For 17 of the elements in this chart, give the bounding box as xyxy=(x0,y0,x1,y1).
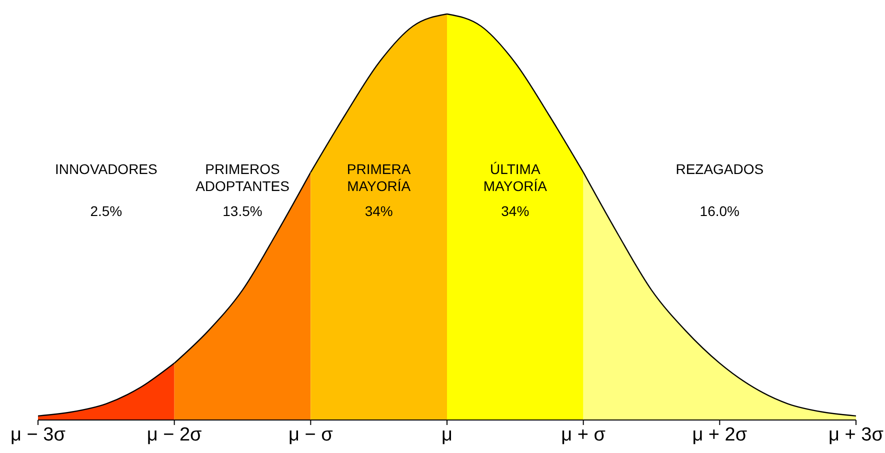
annotation: 13.5% xyxy=(222,203,264,220)
x-tick-label: μ − 2σ xyxy=(146,424,202,446)
annotation: 34% xyxy=(500,203,530,220)
x-tick-label: μ + 2σ xyxy=(692,424,748,446)
annotation: PRIMERA MAYORÍA xyxy=(346,161,412,195)
annotation: 16.0% xyxy=(698,203,740,220)
annotation: 2.5% xyxy=(89,203,124,220)
annotation: 34% xyxy=(364,203,394,220)
annotation: PRIMEROS ADOPTANTES xyxy=(194,161,290,195)
x-tick-label: μ + 3σ xyxy=(828,424,884,446)
x-tick-label: μ + σ xyxy=(561,424,606,446)
x-tick-label: μ xyxy=(442,424,452,446)
annotation: ÚLTIMA MAYORÍA xyxy=(482,161,548,195)
annotation: INNOVADORES xyxy=(54,161,158,178)
annotation: REZAGADOS xyxy=(674,161,765,178)
x-tick-label: μ − σ xyxy=(288,424,334,446)
x-tick-label: μ − 3σ xyxy=(10,424,66,446)
